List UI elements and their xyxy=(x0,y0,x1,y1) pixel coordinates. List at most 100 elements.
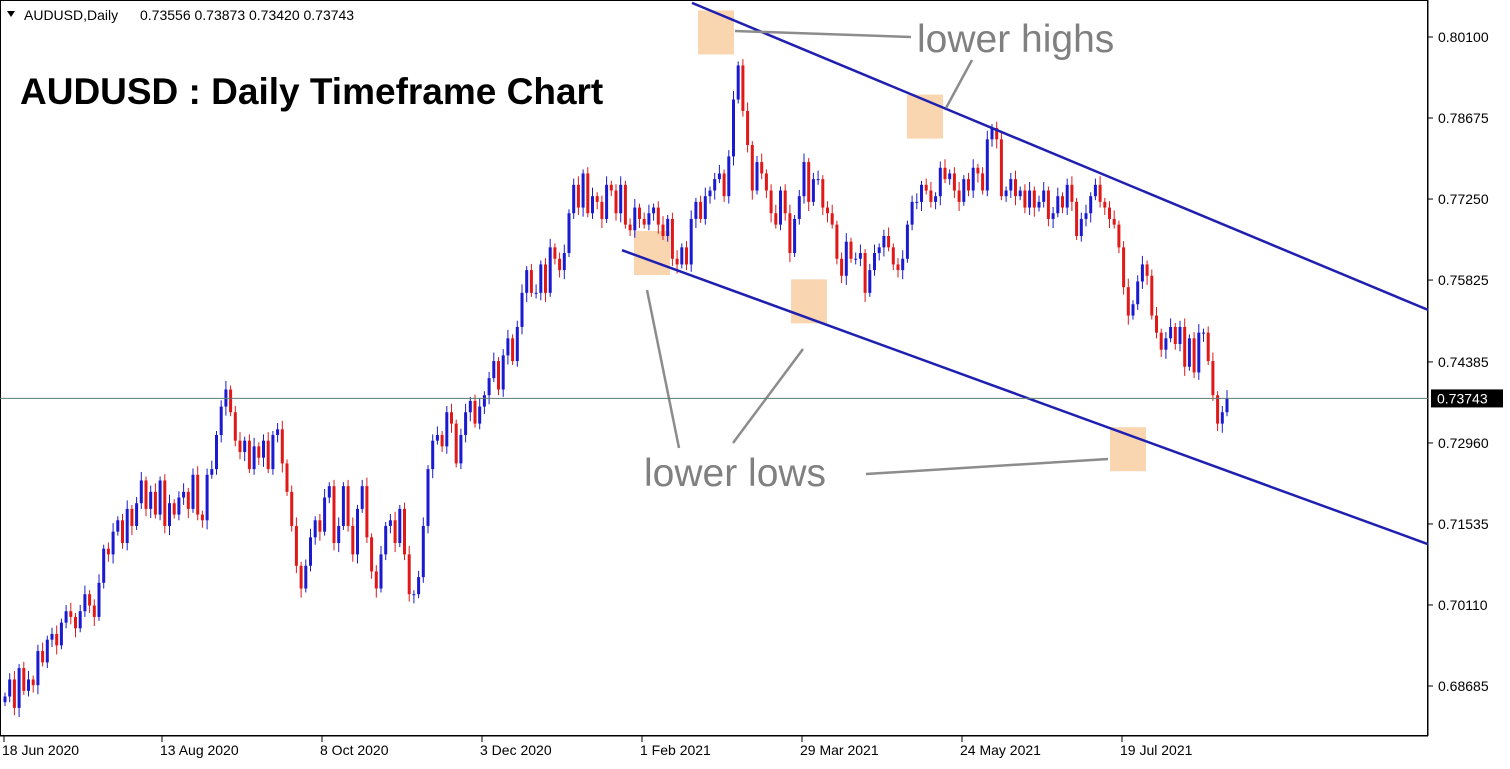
y-tick-label: 0.78675 xyxy=(1438,110,1489,126)
candle-body xyxy=(473,400,477,424)
candle-body xyxy=(1075,201,1079,236)
candle-body xyxy=(1164,338,1168,350)
candle-body xyxy=(168,503,171,526)
candle-body xyxy=(703,196,707,219)
candle-body xyxy=(877,247,881,254)
candle-body xyxy=(811,179,815,202)
candle-body xyxy=(600,201,604,219)
candle-body xyxy=(177,497,181,515)
candle-body xyxy=(12,679,16,708)
candle-body xyxy=(821,179,825,208)
candle-body xyxy=(182,491,186,498)
candle-body xyxy=(1037,201,1041,208)
candle-body xyxy=(1051,213,1055,219)
candle-body xyxy=(163,480,167,526)
candle-body xyxy=(276,429,280,435)
candle-body xyxy=(370,537,374,572)
candle-body xyxy=(999,139,1003,197)
candle-body xyxy=(1093,184,1097,197)
candle-body xyxy=(830,213,834,225)
candle-body xyxy=(854,258,858,260)
candle-body xyxy=(1065,184,1069,208)
collapse-triangle-icon[interactable] xyxy=(7,11,15,17)
candle-body xyxy=(685,247,688,265)
candle-body xyxy=(1131,304,1135,316)
candle-body xyxy=(863,253,867,293)
leader-line xyxy=(734,29,912,39)
candle-body xyxy=(591,196,594,214)
candle-body xyxy=(534,292,538,294)
candle-body xyxy=(106,548,110,555)
candle-body xyxy=(130,508,134,526)
candle-body xyxy=(45,639,49,663)
candle-body xyxy=(957,190,961,202)
candle-body xyxy=(41,651,45,663)
candle-body xyxy=(605,184,609,219)
candle-body xyxy=(346,486,350,526)
candle-body xyxy=(797,196,801,219)
candle-body xyxy=(1023,190,1027,208)
candle-body xyxy=(666,218,670,236)
candle-body xyxy=(967,179,970,191)
candle-body xyxy=(882,235,886,248)
x-tick-label: 8 Oct 2020 xyxy=(320,742,389,758)
candle-body xyxy=(1225,398,1229,413)
candle-body xyxy=(482,395,486,407)
candle-body xyxy=(553,247,557,259)
candle-body xyxy=(910,201,914,225)
candle-body xyxy=(78,611,82,629)
candle-body xyxy=(243,440,247,453)
candle-body xyxy=(1150,275,1154,316)
candle-body xyxy=(924,184,928,191)
candle-body xyxy=(417,577,421,595)
candle-body xyxy=(774,213,778,225)
candle-body xyxy=(1216,395,1220,424)
candle-body xyxy=(816,179,820,181)
candle-body xyxy=(990,127,994,140)
candle-body xyxy=(304,565,308,589)
candle-body xyxy=(74,616,77,629)
candle-body xyxy=(915,201,919,203)
candle-body xyxy=(929,190,933,202)
candle-body xyxy=(633,207,637,231)
ohlc-values: 0.73556 0.73873 0.73420 0.73743 xyxy=(140,7,354,23)
candle-body xyxy=(1108,207,1111,219)
candle-body xyxy=(1159,332,1163,350)
candle-body xyxy=(341,486,345,526)
candle-body xyxy=(1046,190,1050,219)
candle-body xyxy=(31,679,35,686)
candle-body xyxy=(374,571,378,589)
candle-body xyxy=(835,224,839,259)
candle-body xyxy=(55,633,59,646)
candle-body xyxy=(27,679,30,691)
annotation-lower-highs: lower highs xyxy=(917,18,1114,61)
x-tick-label: 3 Dec 2020 xyxy=(480,742,552,758)
candle-body xyxy=(1197,332,1201,373)
x-tick-label: 24 May 2021 xyxy=(960,742,1041,758)
candle-body xyxy=(247,440,251,470)
candle-body xyxy=(3,696,7,703)
candle-body xyxy=(1126,287,1130,316)
candle-body xyxy=(675,258,679,265)
y-tick-label: 0.80100 xyxy=(1438,29,1489,45)
y-tick-label: 0.71535 xyxy=(1438,516,1489,532)
candle-body xyxy=(1169,326,1173,339)
candle-body xyxy=(435,434,439,441)
candle-body xyxy=(412,594,416,596)
candle-body xyxy=(576,184,580,208)
candle-body xyxy=(384,525,388,555)
candle-body xyxy=(1084,213,1088,219)
candle-body xyxy=(1192,338,1196,373)
candle-body xyxy=(200,514,204,521)
candle-body xyxy=(1089,196,1093,214)
y-tick-label: 0.75825 xyxy=(1438,272,1489,288)
candle-body xyxy=(727,156,731,197)
candle-body xyxy=(186,491,190,509)
candle-body xyxy=(581,173,585,208)
candle-body xyxy=(1183,326,1187,367)
candle-body xyxy=(586,173,590,214)
candle-body xyxy=(403,508,406,555)
candle-body xyxy=(17,668,21,708)
